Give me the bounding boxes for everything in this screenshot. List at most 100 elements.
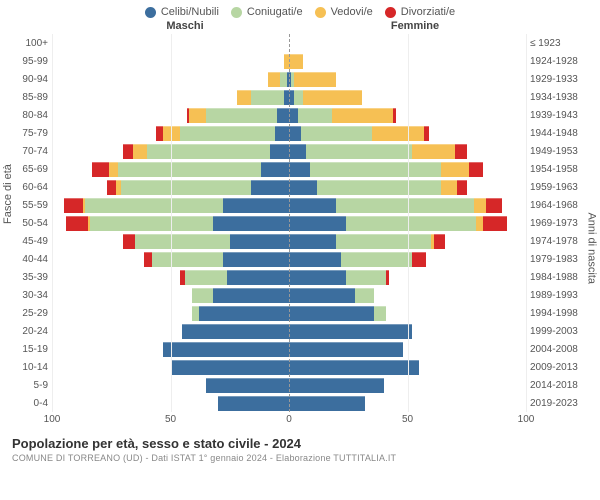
female-bar	[289, 108, 526, 123]
male-bar	[52, 126, 289, 141]
seg-cel	[289, 252, 341, 267]
seg-cel	[289, 288, 355, 303]
birth-year-label: 1994-1998	[526, 308, 592, 319]
seg-ved	[163, 126, 180, 141]
bar-pair	[52, 234, 526, 249]
seg-div	[386, 270, 388, 285]
legend-item-vedovi: Vedovi/e	[315, 6, 373, 18]
seg-cel	[289, 162, 310, 177]
seg-cel	[289, 180, 317, 195]
age-band-label: 0-4	[8, 398, 52, 409]
legend-label: Divorziati/e	[401, 6, 455, 18]
seg-con	[280, 72, 287, 87]
seg-ved	[372, 126, 424, 141]
seg-div	[144, 252, 151, 267]
pyramid-row: 90-941929-1933	[8, 70, 592, 88]
legend-item-divorziati: Divorziati/e	[385, 6, 455, 18]
seg-cel	[289, 324, 412, 339]
pyramid-row: 70-741949-1953	[8, 142, 592, 160]
seg-cel	[171, 360, 290, 375]
birth-year-label: 1949-1953	[526, 146, 592, 157]
seg-cel	[230, 234, 289, 249]
female-bar	[289, 72, 526, 87]
male-bar	[52, 270, 289, 285]
age-band-label: 15-19	[8, 344, 52, 355]
birth-year-label: 1999-2003	[526, 326, 592, 337]
pyramid-row: 35-391984-1988	[8, 268, 592, 286]
seg-cel	[251, 180, 289, 195]
seg-con	[118, 162, 260, 177]
pyramid-row: 10-142009-2013	[8, 358, 592, 376]
celibi-swatch	[145, 7, 156, 18]
seg-cel	[289, 216, 346, 231]
chart-title: Popolazione per età, sesso e stato civil…	[12, 436, 588, 451]
seg-ved	[268, 72, 280, 87]
seg-cel	[289, 360, 419, 375]
x-tick: 50	[402, 414, 413, 425]
seg-con	[346, 270, 386, 285]
seg-div	[92, 162, 109, 177]
seg-ved	[109, 162, 118, 177]
seg-con	[294, 90, 303, 105]
seg-ved	[237, 90, 251, 105]
divorziati-swatch	[385, 7, 396, 18]
birth-year-label: 1959-1963	[526, 182, 592, 193]
male-bar	[52, 324, 289, 339]
birth-year-label: 1989-1993	[526, 290, 592, 301]
seg-div	[457, 180, 466, 195]
age-band-label: 55-59	[8, 200, 52, 211]
birth-year-label: 2009-2013	[526, 362, 592, 373]
seg-div	[107, 180, 116, 195]
seg-ved	[303, 90, 362, 105]
male-bar	[52, 360, 289, 375]
male-bar	[52, 216, 289, 231]
seg-cel	[213, 216, 289, 231]
female-bar	[289, 324, 526, 339]
birth-year-label: 1934-1938	[526, 92, 592, 103]
seg-con	[192, 288, 213, 303]
bar-pair	[52, 90, 526, 105]
age-band-label: 35-39	[8, 272, 52, 283]
seg-con	[152, 252, 223, 267]
seg-div	[483, 216, 507, 231]
seg-con	[355, 288, 374, 303]
seg-ved	[441, 180, 458, 195]
pyramid-row: 25-291994-1998	[8, 304, 592, 322]
birth-year-label: 1979-1983	[526, 254, 592, 265]
bar-pair	[52, 162, 526, 177]
seg-cel	[182, 324, 289, 339]
birth-year-label: 1964-1968	[526, 200, 592, 211]
seg-cel	[163, 342, 289, 357]
male-bar	[52, 378, 289, 393]
seg-div	[434, 234, 446, 249]
female-bar	[289, 54, 526, 69]
pyramid-row: 65-69 1954-1958	[8, 160, 592, 178]
seg-con	[185, 270, 228, 285]
female-bar	[289, 252, 526, 267]
birth-year-label: 1939-1943	[526, 110, 592, 121]
bar-pair	[52, 180, 526, 195]
pyramid-row: 0-4 2019-2023	[8, 394, 592, 412]
x-axis: 10050050100	[8, 414, 592, 428]
female-bar	[289, 234, 526, 249]
pyramid-row: 30-341989-1993	[8, 286, 592, 304]
female-bar	[289, 360, 526, 375]
birth-year-label: 1954-1958	[526, 164, 592, 175]
pyramid-row: 45-491974-1978	[8, 232, 592, 250]
seg-con	[346, 216, 476, 231]
male-bar	[52, 234, 289, 249]
seg-con	[90, 216, 213, 231]
seg-cel	[289, 396, 365, 411]
vedovi-swatch	[315, 7, 326, 18]
seg-con	[301, 126, 372, 141]
seg-ved	[133, 144, 147, 159]
age-band-label: 65-69	[8, 164, 52, 175]
pyramid-row: 80-84 1939-1943	[8, 106, 592, 124]
pyramid-row: 75-791944-1948	[8, 124, 592, 142]
birth-year-label: 2019-2023	[526, 398, 592, 409]
legend-item-coniugati: Coniugati/e	[231, 6, 303, 18]
seg-con	[85, 198, 222, 213]
age-band-label: 80-84	[8, 110, 52, 121]
seg-ved	[474, 198, 486, 213]
male-bar	[52, 198, 289, 213]
